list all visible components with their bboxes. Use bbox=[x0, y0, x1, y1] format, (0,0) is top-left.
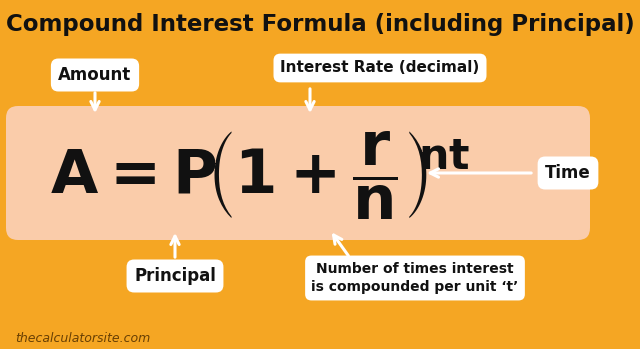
Text: Number of times interest
is compounded per unit ‘t’: Number of times interest is compounded p… bbox=[312, 262, 518, 294]
Text: Compound Interest Formula (including Principal): Compound Interest Formula (including Pri… bbox=[6, 13, 634, 36]
Text: Amount: Amount bbox=[58, 66, 132, 84]
Text: thecalculatorsite.com: thecalculatorsite.com bbox=[15, 332, 150, 344]
Text: Time: Time bbox=[545, 164, 591, 182]
Text: Principal: Principal bbox=[134, 267, 216, 285]
Text: Interest Rate (decimal): Interest Rate (decimal) bbox=[280, 60, 479, 75]
FancyBboxPatch shape bbox=[6, 106, 590, 240]
Text: $\mathbf{A = P\!\left(1+\dfrac{r}{n}\right)^{\!\!nt}}$: $\mathbf{A = P\!\left(1+\dfrac{r}{n}\rig… bbox=[50, 129, 470, 221]
